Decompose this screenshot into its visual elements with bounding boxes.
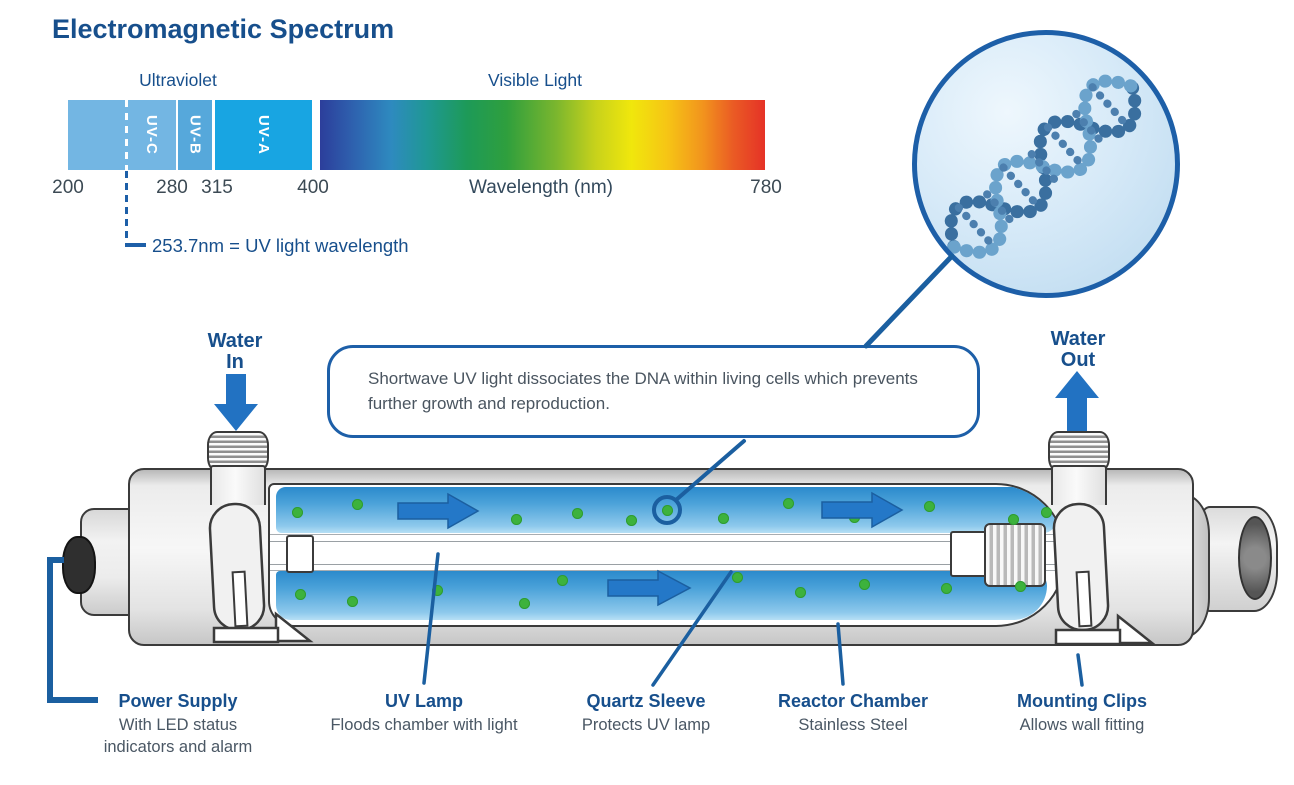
uv-explanation-callout: Shortwave UV light dissociates the DNA w… — [327, 345, 980, 438]
quartz-sleeve-nut — [984, 523, 1046, 587]
water-out-fitting-base — [1051, 465, 1107, 505]
wavelength-tick-315: 315 — [201, 177, 233, 198]
uv-lamp-tube — [270, 541, 1064, 565]
dna-helix-illustration — [944, 74, 1142, 259]
uv-c-band-label: UV-C — [143, 115, 160, 155]
part-label-mounting-clips: Mounting Clips Allows wall fitting — [1017, 691, 1147, 734]
lower-water-flow — [276, 571, 1047, 620]
dna-circle-tail-line — [863, 253, 955, 349]
uv-c-band: UV-C — [127, 100, 176, 170]
wavelength-tick-200: 200 — [52, 177, 84, 198]
253nm-leader-foot — [125, 243, 146, 247]
reactor-end-opening — [1238, 516, 1272, 600]
dna-strand-2 — [947, 74, 1139, 259]
wavelength-tick-400: 400 — [297, 177, 329, 198]
visible-light-gradient-band — [320, 100, 765, 170]
uv-b-band: UV-B — [178, 100, 212, 170]
upper-water-flow — [276, 487, 1057, 533]
uv-band-below-253 — [68, 100, 127, 170]
water-in-arrow — [214, 374, 258, 431]
water-in-fitting-base — [210, 465, 266, 505]
callout-text: Shortwave UV light dissociates the DNA w… — [368, 369, 918, 413]
wavelength-axis-label: Wavelength (nm) — [469, 177, 613, 198]
page-title: Electromagnetic Spectrum — [52, 14, 395, 44]
water-out-arrow — [1055, 371, 1099, 431]
water-out-label: Water Out — [1050, 328, 1106, 371]
reactor-cutaway-view — [268, 483, 1066, 627]
visible-light-group-label: Visible Light — [487, 70, 583, 90]
uv-wavelength-annotation: 253.7nm = UV light wavelength — [152, 235, 409, 256]
quartz-sleeve-upper-line — [270, 534, 1064, 535]
power-connector-knob — [62, 536, 96, 594]
253nm-dashed-leader — [125, 171, 128, 244]
part-label-power-supply: Power Supply With LED status indicators … — [103, 691, 253, 756]
dna-magnifier-circle — [912, 30, 1180, 298]
253nm-dashed-marker-on-band — [125, 100, 128, 170]
uv-a-band: UV-A — [215, 100, 312, 170]
mounting-clips-leader — [1076, 653, 1084, 687]
dna-rungs — [954, 83, 1132, 251]
wavelength-tick-280: 280 — [156, 177, 188, 198]
part-label-uv-lamp: UV Lamp Floods chamber with light — [330, 691, 518, 734]
water-in-label: Water In — [207, 330, 263, 373]
ultraviolet-group-label: Ultraviolet — [139, 70, 217, 90]
uv-b-band-label: UV-B — [186, 115, 204, 155]
uv-lamp-left-end — [286, 535, 314, 573]
wavelength-tick-780: 780 — [750, 177, 782, 198]
part-label-reactor-chamber: Reactor Chamber Stainless Steel — [777, 691, 929, 734]
part-label-quartz-sleeve: Quartz Sleeve Protects UV lamp — [581, 691, 711, 734]
uv-a-band-label: UV-A — [255, 115, 272, 155]
